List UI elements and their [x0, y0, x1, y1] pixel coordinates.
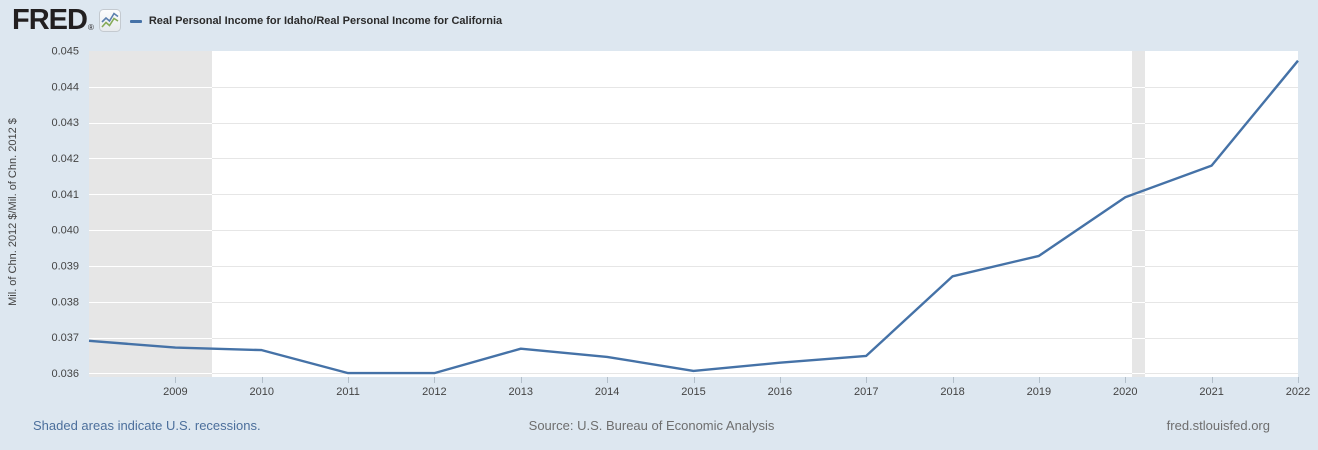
x-tick-label: 2019: [1027, 386, 1051, 398]
plot-area: [89, 51, 1298, 377]
y-tick-label: 0.045: [51, 46, 79, 58]
x-tick-label: 2021: [1199, 386, 1223, 398]
y-tick-label: 0.042: [51, 153, 79, 165]
x-tick-label: 2017: [854, 386, 878, 398]
x-tick-label: 2010: [249, 386, 273, 398]
fred-site-link[interactable]: fred.stlouisfed.org: [1166, 417, 1270, 433]
x-tick-label: 2013: [509, 386, 533, 398]
chart-footer: Shaded areas indicate U.S. recessions. S…: [33, 416, 1270, 434]
x-tick-label: 2011: [336, 386, 360, 398]
recession-band: [1132, 51, 1145, 377]
fred-logo-text: FRED: [12, 4, 88, 36]
chart-header: FRED ® Real Personal Income for Idaho/Re…: [12, 4, 502, 36]
y-tick-label: 0.036: [51, 368, 79, 380]
registered-trademark: ®: [87, 23, 94, 32]
data-source-text: Source: U.S. Bureau of Economic Analysis: [528, 417, 775, 433]
y-tick-label: 0.037: [51, 332, 79, 344]
x-tick-label: 2014: [595, 386, 619, 398]
legend-series-label: Real Personal Income for Idaho/Real Pers…: [148, 15, 503, 27]
x-tick-label: 2022: [1286, 386, 1310, 398]
chart-legend: Real Personal Income for Idaho/Real Pers…: [129, 15, 503, 27]
y-tick-label: 0.044: [51, 81, 79, 93]
legend-line-swatch: [129, 19, 142, 23]
x-tick-label: 2012: [422, 386, 446, 398]
fred-sparkline-icon: [98, 9, 121, 32]
y-tick-label: 0.040: [51, 225, 79, 237]
y-axis-title: Mil. of Chn. 2012 $/Mil. of Chn. 2012 $: [7, 118, 19, 306]
y-tick-label: 0.043: [51, 117, 79, 129]
fred-logo[interactable]: FRED ®: [12, 5, 121, 35]
y-tick-label: 0.039: [51, 260, 79, 272]
x-tick-label: 2020: [1113, 386, 1137, 398]
x-tick-label: 2018: [940, 386, 964, 398]
y-tick-label: 0.038: [51, 296, 79, 308]
y-tick-label: 0.041: [51, 189, 79, 201]
recession-band: [89, 51, 212, 377]
x-tick-label: 2009: [163, 386, 187, 398]
x-tick-label: 2015: [681, 386, 705, 398]
x-tick-label: 2016: [768, 386, 792, 398]
data-line: [88, 59, 1299, 375]
recession-note: Shaded areas indicate U.S. recessions.: [33, 417, 261, 433]
